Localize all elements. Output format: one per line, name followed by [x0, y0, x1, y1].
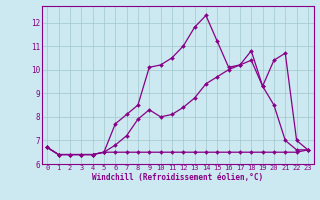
X-axis label: Windchill (Refroidissement éolien,°C): Windchill (Refroidissement éolien,°C) [92, 173, 263, 182]
